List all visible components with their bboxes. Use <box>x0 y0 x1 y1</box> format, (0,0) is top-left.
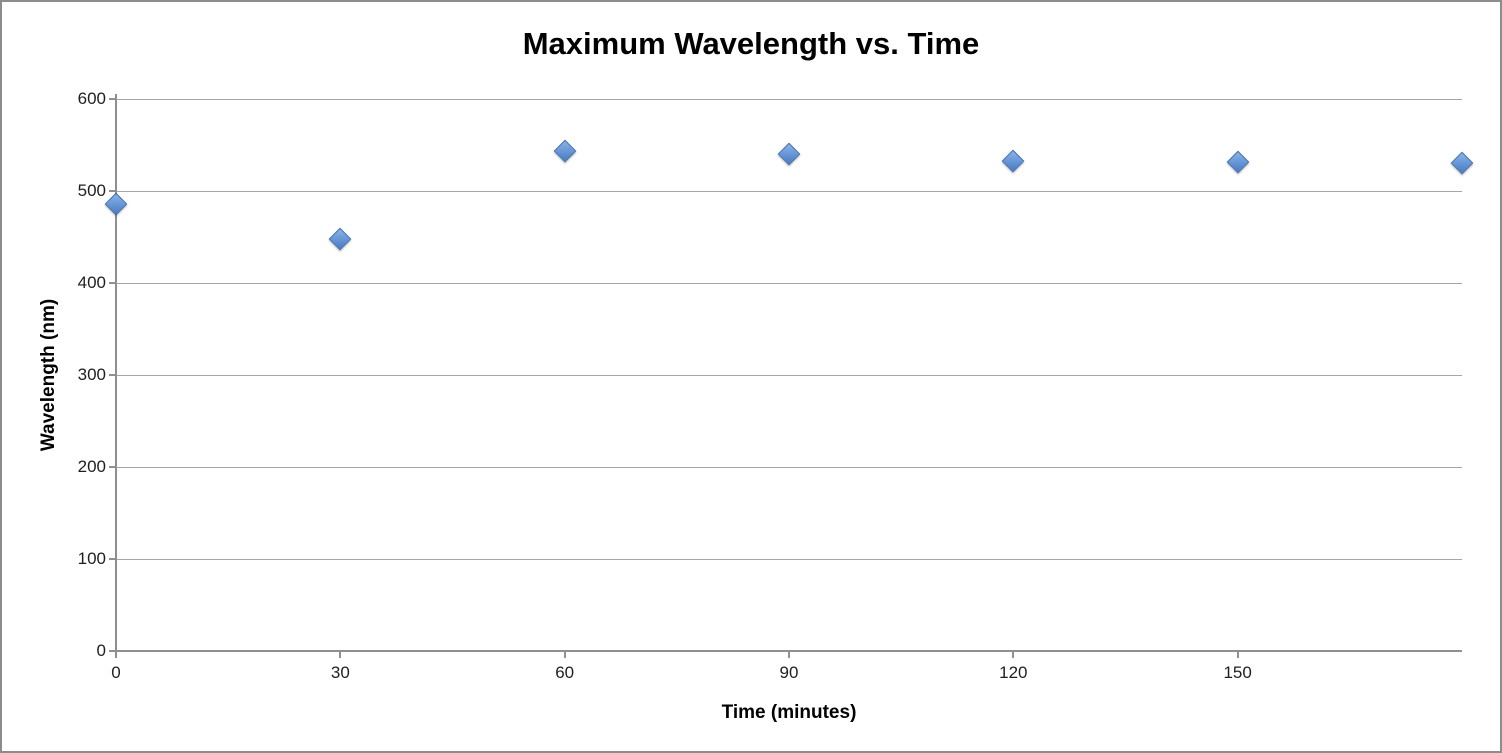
y-tick-label: 100 <box>77 549 106 568</box>
x-axis-title: Time (minutes) <box>721 702 857 723</box>
y-tick-mark <box>109 650 116 652</box>
x-tick-label: 120 <box>999 663 1028 682</box>
y-tick-label: 500 <box>77 181 106 200</box>
y-tick-mark <box>109 374 116 376</box>
gridline <box>116 191 1462 192</box>
y-tick-mark <box>109 466 116 468</box>
y-tick-mark <box>109 98 116 100</box>
x-tick-mark <box>1012 652 1015 658</box>
y-tick-label: 200 <box>77 457 106 476</box>
x-tick-mark <box>788 652 790 658</box>
x-tick-label: 150 <box>1223 663 1252 682</box>
x-tick-label: 0 <box>111 663 121 682</box>
y-tick-mark <box>109 190 116 192</box>
x-tick-label: 30 <box>330 663 350 682</box>
gridline <box>116 99 1462 100</box>
x-tick-mark <box>115 652 117 658</box>
x-tick-label: 60 <box>555 663 575 682</box>
gridline <box>116 375 1462 376</box>
plot-area <box>116 99 1462 651</box>
x-tick-label: 90 <box>779 663 799 682</box>
y-tick-label: 600 <box>77 89 106 108</box>
gridline <box>116 467 1462 468</box>
x-tick-mark <box>563 652 566 658</box>
y-axis-title: Wavelength (nm) <box>38 298 59 452</box>
x-tick-mark <box>1236 652 1239 658</box>
x-tick-mark <box>339 652 342 658</box>
y-tick-mark <box>109 282 116 284</box>
gridline <box>116 559 1462 560</box>
x-axis-line <box>116 650 1462 652</box>
y-tick-label: 0 <box>96 641 106 660</box>
y-tick-mark <box>109 558 116 560</box>
y-axis-line <box>115 94 117 652</box>
gridline <box>116 283 1462 284</box>
y-tick-label: 400 <box>77 273 106 292</box>
chart-title: Maximum Wavelength vs. Time <box>522 26 980 61</box>
y-tick-label: 300 <box>77 365 106 384</box>
